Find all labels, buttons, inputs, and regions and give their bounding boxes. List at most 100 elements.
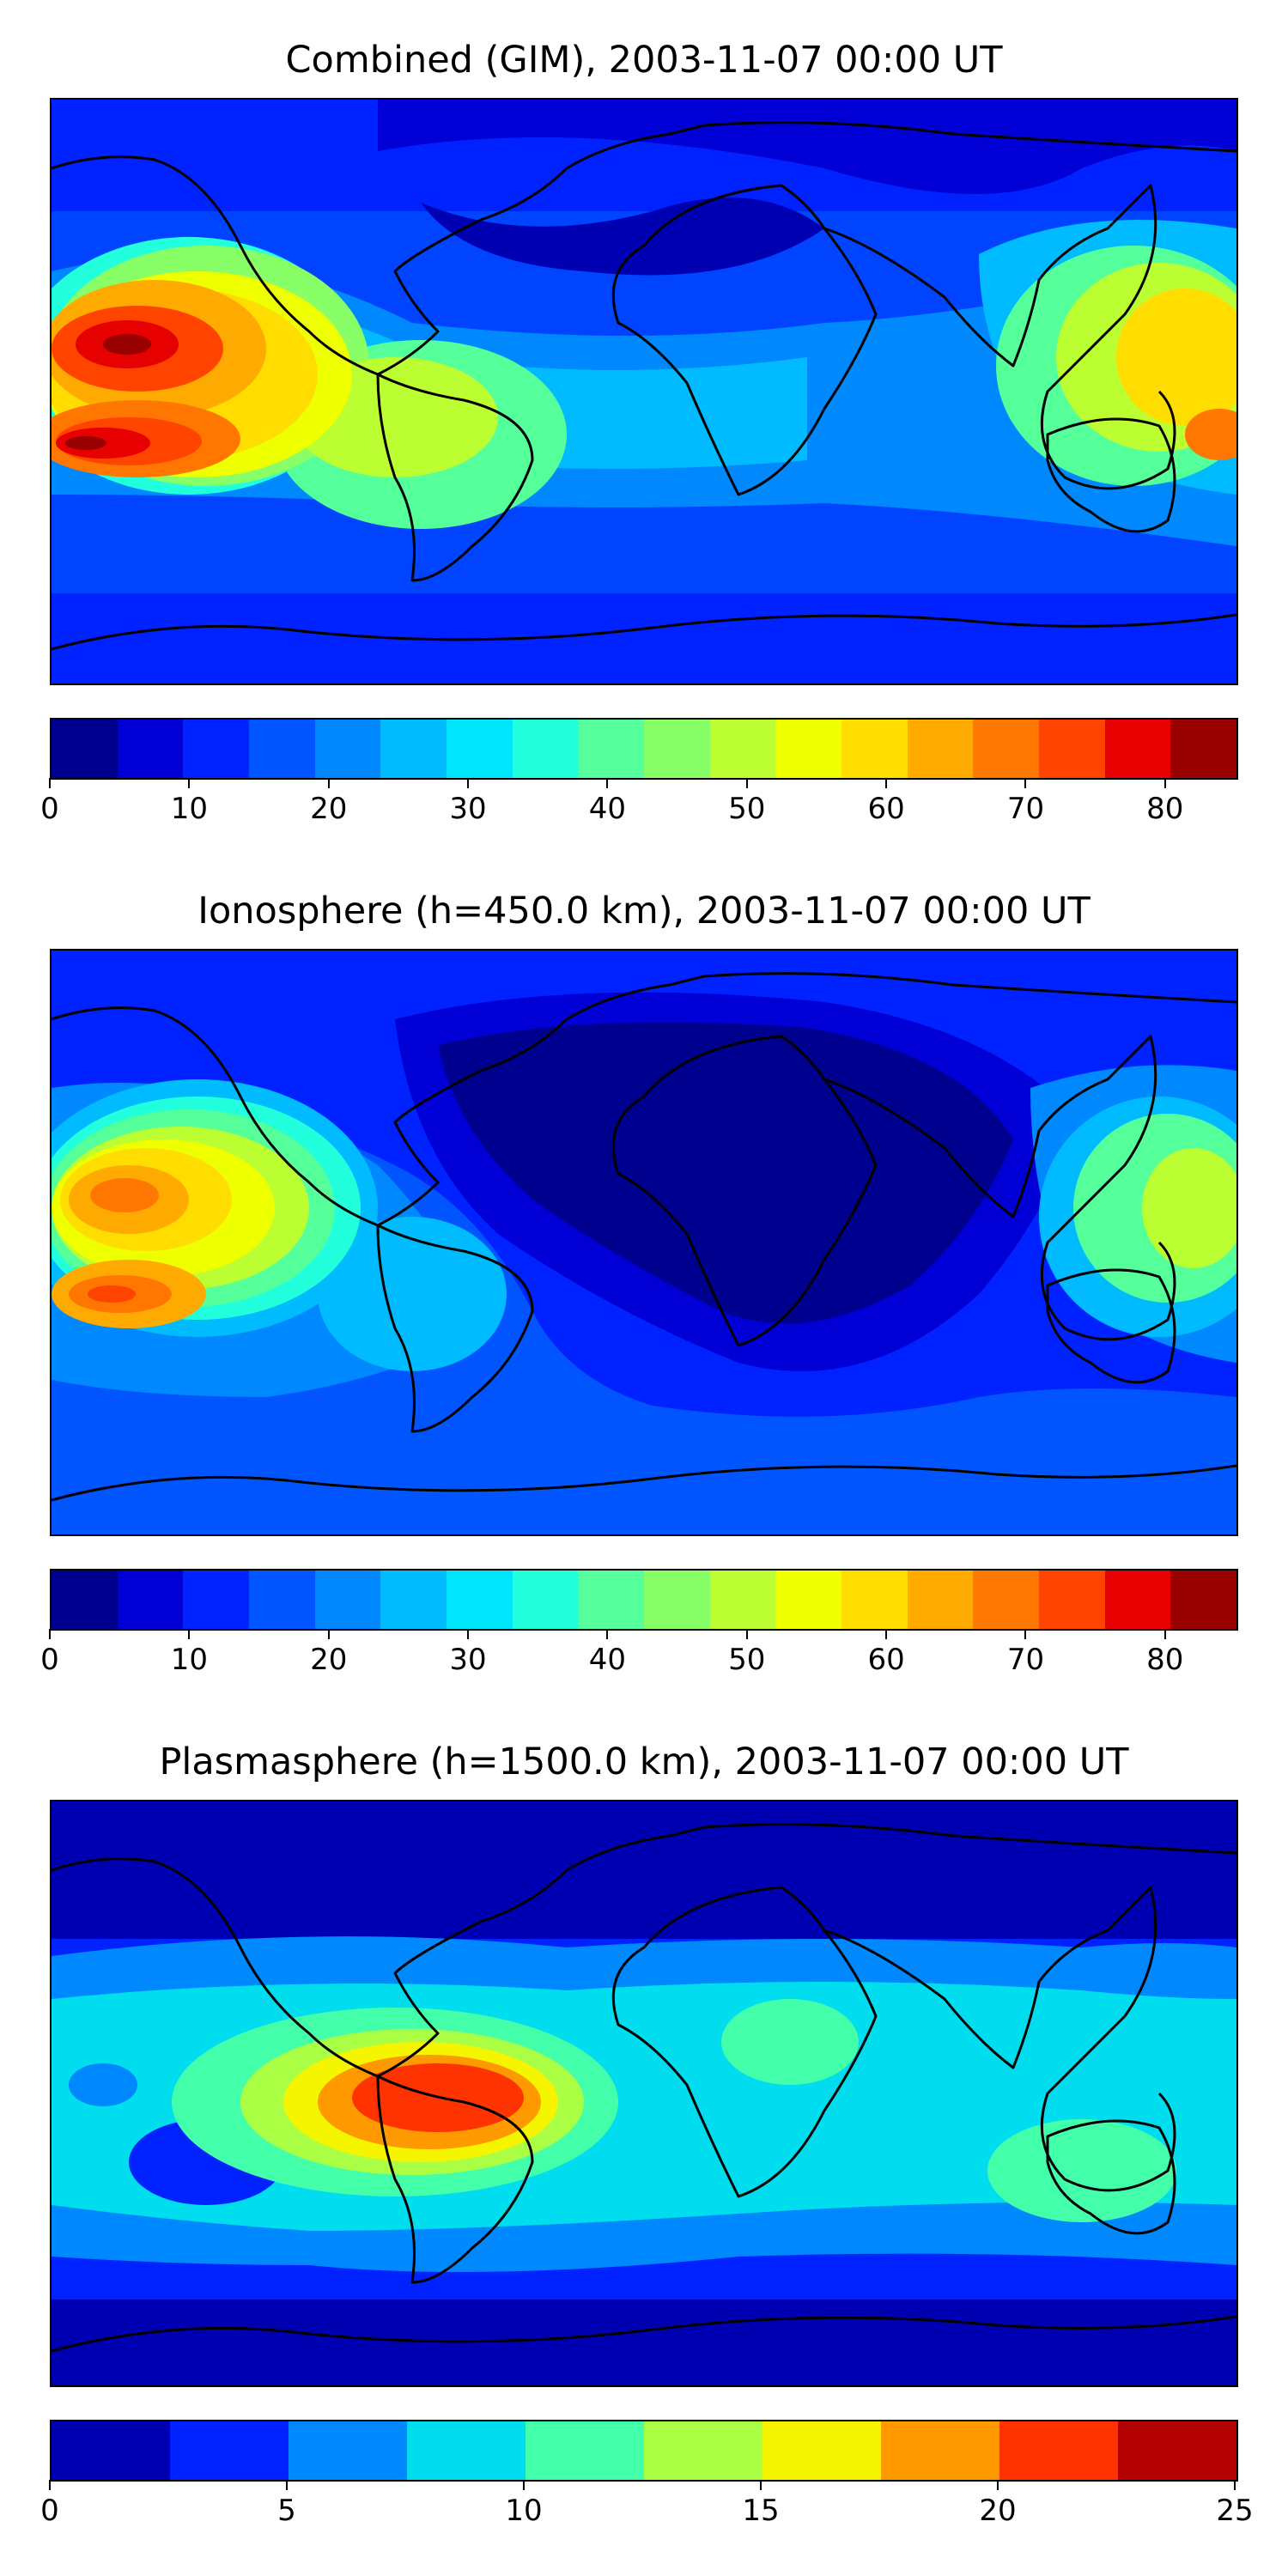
map-combined xyxy=(50,98,1238,685)
colorbar-tick-label: 30 xyxy=(449,1643,487,1677)
colorbar-tick-mark xyxy=(327,1629,330,1639)
colorbar-tick-mark xyxy=(49,1629,51,1639)
colorbar-segment xyxy=(380,720,447,778)
colorbar-tick-label: 40 xyxy=(588,1643,627,1677)
colorbar-segment xyxy=(881,2421,999,2480)
colorbar-tick-mark xyxy=(188,778,191,788)
colorbar-ticks-ionosphere: 0 10 20 30 40 50 60 70 80 xyxy=(40,1629,1235,1680)
colorbar-tick-mark xyxy=(1234,2480,1236,2490)
colorbar-tick-mark xyxy=(467,778,470,788)
chart-title-combined: Combined (GIM), 2003-11-07 00:00 UT xyxy=(285,39,1003,82)
colorbar-tick-label: 0 xyxy=(40,792,59,826)
colorbar-segment xyxy=(841,720,908,778)
colorbar-segment xyxy=(709,1571,776,1629)
colorbar-segment xyxy=(526,2421,644,2480)
colorbar-segment xyxy=(644,1571,710,1629)
colorbar-segment xyxy=(512,1571,579,1629)
colorbar-tick-mark xyxy=(745,1629,748,1639)
colorbar-segment xyxy=(52,2421,170,2480)
colorbar-segment xyxy=(578,720,645,778)
colorbar-segment xyxy=(314,720,381,778)
colorbar-segment xyxy=(907,1571,974,1629)
colorbar-segment xyxy=(973,1571,1040,1629)
colorbar-tick-label: 20 xyxy=(310,792,348,826)
colorbar-segment xyxy=(183,720,250,778)
colorbar-tick-mark xyxy=(997,2480,999,2490)
colorbar-tick-mark xyxy=(1024,778,1027,788)
colorbar-tick-label: 40 xyxy=(588,792,627,826)
colorbar-tick-label: 60 xyxy=(867,1643,905,1677)
colorbar-tick-mark xyxy=(1163,778,1166,788)
colorbar-tick-mark xyxy=(606,778,609,788)
colorbar-tick-label: 10 xyxy=(505,2494,543,2528)
colorbar-tick-mark xyxy=(286,2480,288,2490)
colorbar-tick-label: 20 xyxy=(310,1643,348,1677)
colorbar-tick-mark xyxy=(1024,1629,1027,1639)
colorbar-segment xyxy=(380,1571,447,1629)
colorbar-tick-label: 20 xyxy=(979,2494,1017,2528)
coastlines-combined xyxy=(52,121,1236,651)
colorbar-tick-mark xyxy=(760,2480,762,2490)
colorbar-segment xyxy=(907,720,974,778)
colorbar-tick-label: 30 xyxy=(449,792,487,826)
colorbar-segment xyxy=(775,720,842,778)
colorbar-segment xyxy=(644,2421,762,2480)
colorbar-tick-label: 10 xyxy=(170,792,208,826)
colorbar-segment xyxy=(762,2421,881,2480)
colorbar-segment xyxy=(999,2421,1118,2480)
colorbar-tick-label: 25 xyxy=(1216,2494,1254,2528)
colorbar-plasmasphere xyxy=(50,2420,1238,2482)
colorbar-segment xyxy=(709,720,776,778)
colorbar-tick-mark xyxy=(745,778,748,788)
colorbar-tick-label: 80 xyxy=(1146,792,1184,826)
colorbar-segment xyxy=(52,720,118,778)
chart-title-ionosphere: Ionosphere (h=450.0 km), 2003-11-07 00:0… xyxy=(197,890,1091,933)
colorbar-segment xyxy=(407,2421,526,2480)
colorbar-segment xyxy=(1170,1571,1236,1629)
coastlines-ionosphere xyxy=(52,972,1236,1502)
colorbar-segment xyxy=(1104,720,1171,778)
colorbar-tick-mark xyxy=(467,1629,470,1639)
colorbar-ticks-plasmasphere: 0 5 10 15 20 25 xyxy=(40,2480,1254,2531)
colorbar-tick-label: 15 xyxy=(742,2494,780,2528)
colorbar-tick-mark xyxy=(885,778,888,788)
colorbar-segment xyxy=(1104,1571,1171,1629)
colorbar-segment xyxy=(117,720,184,778)
coastlines-plasmasphere xyxy=(52,1823,1236,2353)
map-plasmasphere xyxy=(50,1800,1238,2387)
colorbar-tick-label: 10 xyxy=(170,1643,208,1677)
map-svg-plasmasphere xyxy=(52,1801,1236,2385)
colorbar-tick-label: 70 xyxy=(1006,792,1045,826)
colorbar-tick-label: 50 xyxy=(728,1643,766,1677)
chart-title-plasmasphere: Plasmasphere (h=1500.0 km), 2003-11-07 0… xyxy=(159,1741,1129,1783)
colorbar-tick-mark xyxy=(606,1629,609,1639)
contour-fill-plasmasphere xyxy=(52,1801,1236,2385)
colorbar-segment xyxy=(775,1571,842,1629)
colorbar-segment xyxy=(1039,1571,1105,1629)
colorbar-segment xyxy=(249,1571,315,1629)
colorbar-segment xyxy=(1118,2421,1236,2480)
colorbar-ticks-combined: 0 10 20 30 40 50 60 70 80 xyxy=(40,778,1235,829)
contour-fill-combined xyxy=(52,100,1236,683)
map-ionosphere xyxy=(50,949,1238,1536)
colorbar-segment xyxy=(578,1571,645,1629)
colorbar-segment xyxy=(447,1571,513,1629)
colorbar-tick-mark xyxy=(188,1629,191,1639)
colorbar-tick-label: 50 xyxy=(728,792,766,826)
colorbar-segment xyxy=(512,720,579,778)
colorbar-tick-mark xyxy=(49,778,51,788)
colorbar-ionosphere xyxy=(50,1569,1238,1631)
colorbar-segment xyxy=(314,1571,381,1629)
colorbar-tick-label: 80 xyxy=(1146,1643,1184,1677)
colorbar-segment xyxy=(841,1571,908,1629)
colorbar-tick-label: 70 xyxy=(1006,1643,1045,1677)
colorbar-segment xyxy=(1039,720,1105,778)
colorbar-segment xyxy=(183,1571,250,1629)
colorbar-segment xyxy=(289,2421,407,2480)
colorbar-segment xyxy=(644,720,710,778)
colorbar-tick-mark xyxy=(327,778,330,788)
colorbar-tick-mark xyxy=(49,2480,51,2490)
colorbar-combined xyxy=(50,718,1238,780)
colorbar-tick-label: 60 xyxy=(867,792,905,826)
colorbar-tick-label: 5 xyxy=(277,2494,296,2528)
